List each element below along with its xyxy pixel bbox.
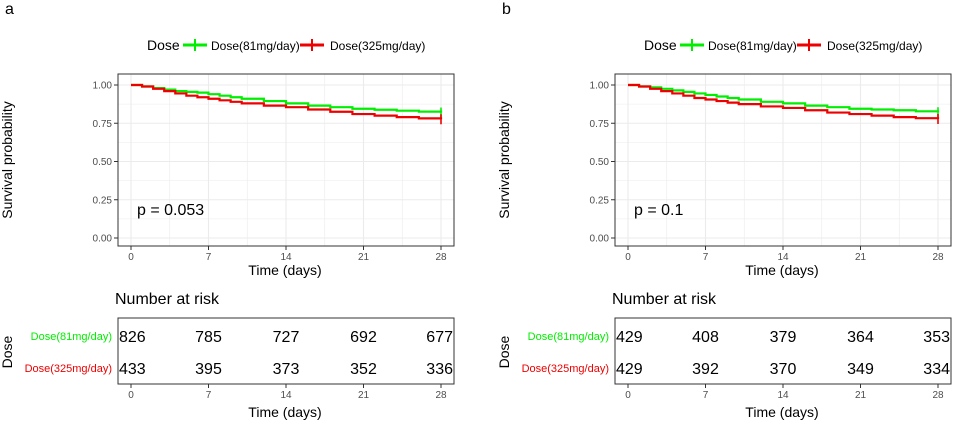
x-tick-label: 28 — [435, 252, 447, 263]
y-axis-title: Survival probability — [496, 101, 512, 219]
risk-y-axis-title: Dose — [0, 335, 15, 368]
y-tick-label: 0.25 — [590, 195, 610, 206]
x-axis-title: Time (days) — [745, 262, 818, 278]
risk-value: 349 — [847, 361, 874, 378]
panel-a: a Dose Dose(81mg/day) Dose(325mg/day) 0 7 14 21… — [0, 1, 455, 420]
risk-value: 392 — [692, 361, 719, 378]
x-tick-label: 14 — [777, 252, 789, 263]
legend-entry: Dose(325mg/day) — [330, 39, 425, 53]
risk-value: 429 — [616, 361, 643, 378]
y-tick-label: 0.75 — [93, 119, 113, 130]
risk-x-tick-label: 0 — [128, 390, 134, 401]
risk-value: 352 — [350, 361, 377, 378]
y-tick-label: 0.50 — [590, 157, 610, 168]
survival-curve-low-dose — [131, 83, 443, 113]
plot-border — [117, 73, 455, 247]
risk-value: 826 — [119, 329, 146, 346]
survival-curve-low-dose — [628, 83, 940, 113]
plot-grid — [118, 74, 454, 246]
risk-value: 334 — [923, 361, 950, 378]
panel-label: a — [5, 1, 14, 18]
risk-row-label: Dose(81mg/day) — [31, 331, 112, 343]
risk-x-tick-label: 28 — [435, 390, 447, 401]
legend: Dose Dose(81mg/day) Dose(325mg/day) — [644, 37, 922, 53]
risk-value: 379 — [770, 329, 797, 346]
risk-value: 677 — [426, 329, 453, 346]
risk-table-title: Number at risk — [612, 291, 717, 308]
risk-y-axis-title: Dose — [496, 335, 512, 368]
risk-x-axis-title: Time (days) — [745, 404, 818, 420]
risk-value: 429 — [616, 329, 643, 346]
risk-value: 370 — [770, 361, 797, 378]
risk-x-tick-label: 7 — [206, 390, 212, 401]
risk-value: 727 — [273, 329, 300, 346]
plot-grid — [615, 74, 951, 246]
risk-table-title: Number at risk — [115, 291, 220, 308]
risk-value: 692 — [350, 329, 377, 346]
x-tick-label: 0 — [625, 252, 631, 263]
p-value: p = 0.1 — [634, 202, 683, 219]
x-tick-label: 21 — [855, 252, 867, 263]
risk-x-tick-label: 14 — [777, 390, 789, 401]
y-tick-label: 1.00 — [590, 81, 610, 92]
panel-label: b — [502, 1, 511, 18]
risk-x-tick-label: 21 — [855, 390, 867, 401]
p-value: p = 0.053 — [137, 202, 204, 219]
risk-value: 395 — [195, 361, 222, 378]
panel-b: b Dose Dose(81mg/day) Dose(325mg/day) 0 7 14 21… — [496, 1, 952, 420]
risk-value: 785 — [195, 329, 222, 346]
risk-x-tick-label: 28 — [932, 390, 944, 401]
legend-entry: Dose(325mg/day) — [827, 39, 922, 53]
risk-value: 336 — [426, 361, 453, 378]
risk-row-label: Dose(325mg/day) — [522, 363, 609, 375]
risk-value: 353 — [923, 329, 950, 346]
x-tick-label: 14 — [280, 252, 292, 263]
risk-x-tick-label: 21 — [358, 390, 370, 401]
y-tick-label: 1.00 — [93, 81, 113, 92]
risk-x-tick-label: 7 — [703, 390, 709, 401]
risk-row-label: Dose(325mg/day) — [25, 363, 112, 375]
x-tick-label: 21 — [358, 252, 370, 263]
risk-x-axis-title: Time (days) — [248, 404, 321, 420]
y-tick-label: 0.75 — [590, 119, 610, 130]
x-tick-label: 0 — [128, 252, 134, 263]
risk-x-tick-label: 0 — [625, 390, 631, 401]
legend-entry: Dose(81mg/day) — [211, 39, 300, 53]
legend-title: Dose — [147, 37, 180, 53]
x-tick-label: 7 — [206, 252, 212, 263]
survival-curve-high-dose — [131, 83, 443, 120]
legend: Dose Dose(81mg/day) Dose(325mg/day) — [147, 37, 425, 53]
risk-value: 364 — [847, 329, 874, 346]
risk-value: 373 — [273, 361, 300, 378]
y-axis-title: Survival probability — [0, 101, 15, 219]
risk-value: 433 — [119, 361, 146, 378]
y-tick-label: 0.00 — [590, 234, 610, 245]
y-tick-label: 0.25 — [93, 195, 113, 206]
risk-value: 408 — [692, 329, 719, 346]
x-axis-title: Time (days) — [248, 262, 321, 278]
y-tick-label: 0.50 — [93, 157, 113, 168]
legend-entry: Dose(81mg/day) — [708, 39, 797, 53]
risk-row-label: Dose(81mg/day) — [528, 331, 609, 343]
survival-curve-high-dose — [628, 83, 940, 120]
y-tick-label: 0.00 — [93, 234, 113, 245]
x-tick-label: 28 — [932, 252, 944, 263]
x-tick-label: 7 — [703, 252, 709, 263]
plot-border — [614, 73, 952, 247]
legend-title: Dose — [644, 37, 677, 53]
risk-x-tick-label: 14 — [280, 390, 292, 401]
